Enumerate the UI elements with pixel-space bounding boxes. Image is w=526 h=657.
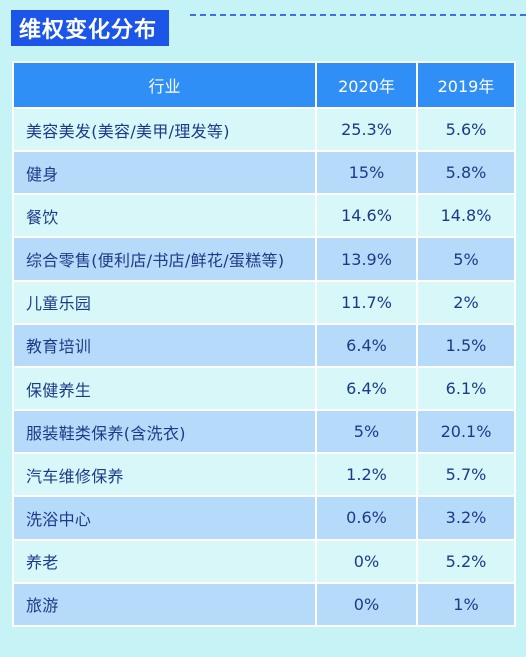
cell-industry: 健身 [12, 150, 317, 196]
table-row: 服装鞋类保养(含洗衣) 5% 20.1% [12, 409, 516, 455]
cell-2019: 5.8% [416, 150, 516, 196]
cell-2020: 0% [315, 581, 418, 628]
cell-2019: 5.7% [416, 452, 516, 498]
cell-2020: 0% [315, 538, 418, 584]
table-row: 保健养生 6.4% 6.1% [12, 365, 516, 412]
cell-2020: 1.2% [315, 452, 418, 498]
table-body: 美容美发(美容/美甲/理发等) 25.3% 5.6% 健身 15% 5.8% 餐饮 14.6%… [12, 106, 516, 628]
page-title-text: 维权变化分布 [19, 18, 158, 43]
table-row: 养老 0% 5.2% [12, 538, 516, 584]
table-row: 洗浴中心 0.6% 3.2% [12, 495, 516, 541]
cell-industry: 服装鞋类保养(含洗衣) [12, 409, 317, 455]
table-row: 美容美发(美容/美甲/理发等) 25.3% 5.6% [12, 106, 516, 153]
cell-2019: 20.1% [416, 409, 516, 455]
table-row: 教育培训 6.4% 1.5% [12, 322, 516, 368]
table-row: 餐饮 14.6% 14.8% [12, 193, 516, 239]
cell-industry: 旅游 [12, 581, 317, 628]
table-row: 综合零售(便利店/书店/鲜花/蛋糕等) 13.9% 5% [12, 236, 516, 282]
cell-2020: 11.7% [315, 279, 418, 325]
cell-2019: 3.2% [416, 495, 516, 541]
table-row: 汽车维修保养 1.2% 5.7% [12, 452, 516, 498]
cell-2019: 5% [416, 236, 516, 282]
cell-2020: 14.6% [315, 193, 418, 239]
cell-industry: 美容美发(美容/美甲/理发等) [12, 106, 317, 153]
header-2020: 2020年 [315, 61, 418, 109]
cell-2019: 5.6% [416, 106, 516, 153]
dashed-divider [190, 14, 526, 16]
cell-industry: 儿童乐园 [12, 279, 317, 325]
header-2019: 2019年 [416, 61, 516, 109]
cell-industry: 养老 [12, 538, 317, 584]
table-row: 旅游 0% 1% [12, 581, 516, 628]
cell-industry: 保健养生 [12, 365, 317, 412]
table-header-row: 行业 2020年 2019年 [12, 61, 516, 109]
cell-2019: 1% [416, 581, 516, 628]
cell-2019: 6.1% [416, 365, 516, 412]
cell-2019: 14.8% [416, 193, 516, 239]
cell-2020: 6.4% [315, 365, 418, 412]
cell-2020: 6.4% [315, 322, 418, 368]
cell-2019: 5.2% [416, 538, 516, 584]
cell-2020: 13.9% [315, 236, 418, 282]
cell-2020: 5% [315, 409, 418, 455]
cell-2019: 2% [416, 279, 516, 325]
table-row: 儿童乐园 11.7% 2% [12, 279, 516, 325]
page-title: 维权变化分布 [11, 10, 170, 46]
table-row: 健身 15% 5.8% [12, 150, 516, 196]
cell-2020: 0.6% [315, 495, 418, 541]
cell-2019: 1.5% [416, 322, 516, 368]
cell-industry: 餐饮 [12, 193, 317, 239]
cell-industry: 教育培训 [12, 322, 317, 368]
cell-2020: 15% [315, 150, 418, 196]
cell-industry: 综合零售(便利店/书店/鲜花/蛋糕等) [12, 236, 317, 282]
cell-industry: 汽车维修保养 [12, 452, 317, 498]
data-table: 行业 2020年 2019年 美容美发(美容/美甲/理发等) 25.3% 5.6% 健… [12, 61, 516, 628]
header-industry: 行业 [12, 61, 317, 109]
cell-2020: 25.3% [315, 106, 418, 153]
cell-industry: 洗浴中心 [12, 495, 317, 541]
